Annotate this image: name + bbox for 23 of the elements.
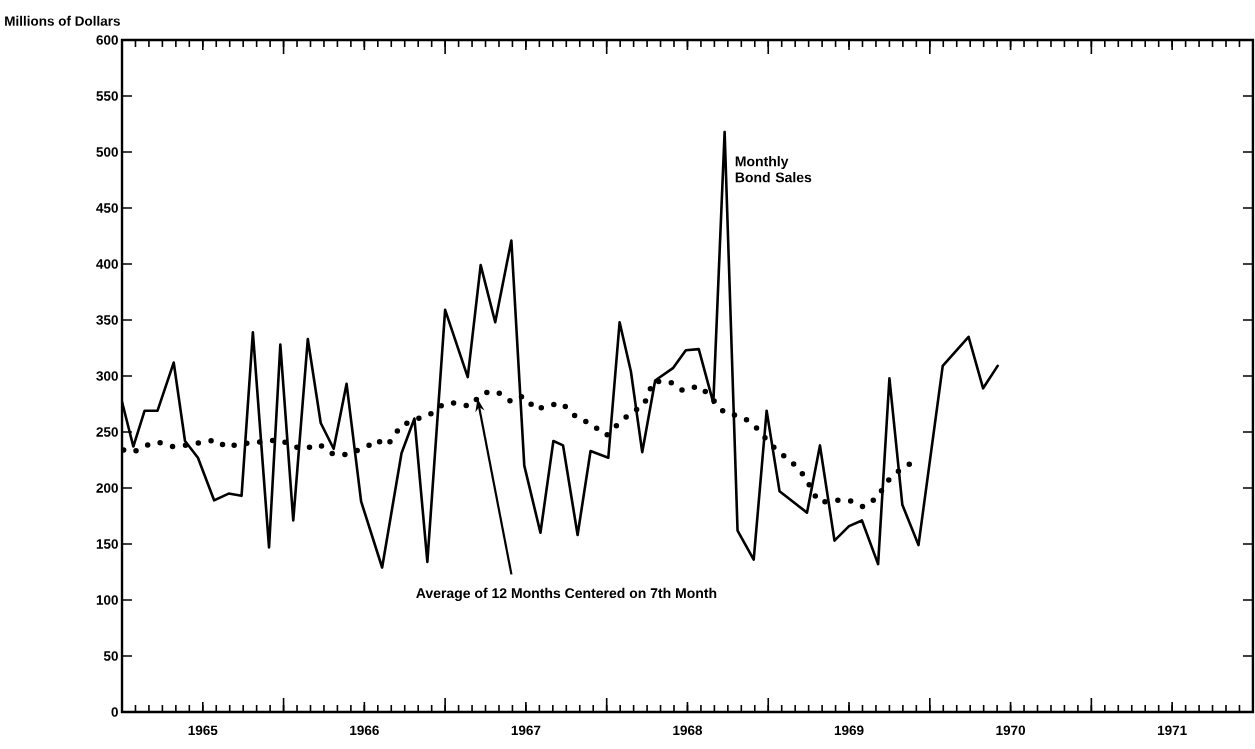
y-tick-label: 500 xyxy=(96,147,118,157)
y-tick-label: 450 xyxy=(96,203,118,213)
annotation: Monthly Bond Sales xyxy=(735,156,812,183)
x-tick-label: 1970 xyxy=(996,725,1026,736)
annotation: Average of 12 Months Centered on 7th Month xyxy=(416,587,717,601)
x-tick-label: 1967 xyxy=(511,725,541,736)
y-tick-label: 0 xyxy=(111,707,118,717)
y-tick-label: 50 xyxy=(103,651,118,661)
y-tick-label: 300 xyxy=(96,371,118,381)
y-tick-label: 400 xyxy=(96,259,118,269)
y-tick-label: 250 xyxy=(96,427,118,437)
x-tick-label: 1966 xyxy=(350,725,379,736)
y-tick-label: 600 xyxy=(96,35,118,45)
y-tick-label: 200 xyxy=(96,483,118,493)
y-tick-label: 550 xyxy=(96,91,118,101)
x-tick-label: 1969 xyxy=(834,725,864,736)
x-tick-label: 1971 xyxy=(1157,725,1187,736)
x-tick-label: 1965 xyxy=(188,725,218,736)
y-tick-label: 350 xyxy=(96,315,118,325)
x-tick-label: 1968 xyxy=(673,725,703,736)
y-tick-label: 100 xyxy=(96,595,118,605)
y-axis-title: Millions of Dollars xyxy=(5,15,120,26)
y-tick-label: 150 xyxy=(96,539,118,549)
